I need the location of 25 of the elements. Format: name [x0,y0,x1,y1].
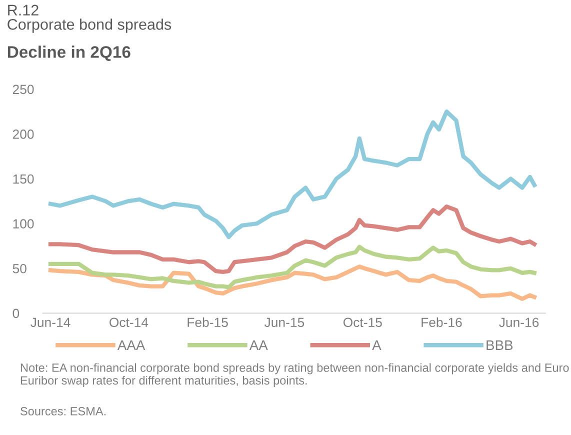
x-tick-label: Oct-15 [343,318,382,328]
text: Note: EA non-financial corporate bond spreads by rating between non-financial corporate yields and Euro Euribor swap rates for different maturities, basis points. [20,363,569,387]
line-series [48,244,536,290]
y-tick-label: 150 [13,174,34,184]
x-tick-label: Feb-15 [188,317,228,328]
source-note: Sources: ESMA. [20,407,106,416]
legend-label: BBB [486,340,513,350]
y-tick-label: 50 [12,264,26,274]
legend-label: A [372,340,382,350]
x-tick-label: Jun-16 [499,318,539,328]
legend-label: AAA [117,340,146,350]
line-series [48,264,536,301]
y-tick-label: 250 [12,84,34,94]
legend-label: AA [249,340,268,350]
y-tick-label: 200 [12,130,34,139]
line-series [48,204,536,274]
y-tick-label: 100 [13,219,34,228]
chart-title: R.12 Corporate bond spreads [8,4,172,33]
x-tick-label: Oct-14 [110,318,148,328]
line-series [48,109,536,240]
x-tick-label: Jun-15 [264,318,304,328]
y-tick-label: 0 [12,308,20,318]
chart-subtitle: Decline in 2Q16 [8,46,130,62]
x-tick-label: Jun-14 [30,318,70,328]
x-tick-label: Feb-16 [422,317,462,328]
